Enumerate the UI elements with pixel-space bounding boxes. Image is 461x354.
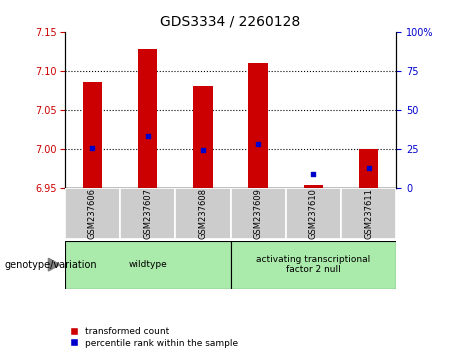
Bar	[304, 185, 323, 188]
Text: GSM237610: GSM237610	[309, 188, 318, 239]
Text: wildtype: wildtype	[128, 260, 167, 269]
Point	[199, 147, 207, 153]
Bar	[248, 63, 268, 188]
Text: GSM237609: GSM237609	[254, 188, 263, 239]
Bar	[230, 188, 286, 239]
Bar	[230, 241, 396, 289]
Bar	[65, 188, 120, 239]
Bar	[65, 241, 230, 289]
Point	[89, 145, 96, 151]
Point	[310, 171, 317, 176]
Point	[365, 165, 372, 171]
Bar	[175, 188, 230, 239]
Text: activating transcriptional
factor 2 null: activating transcriptional factor 2 null	[256, 255, 371, 274]
Point	[254, 141, 262, 147]
Text: GSM237606: GSM237606	[88, 188, 97, 239]
Text: GSM237608: GSM237608	[198, 188, 207, 239]
Point	[144, 133, 151, 139]
Text: GSM237607: GSM237607	[143, 188, 152, 239]
Bar	[341, 188, 396, 239]
Bar	[286, 188, 341, 239]
Bar	[193, 86, 213, 188]
Bar	[120, 188, 175, 239]
Polygon shape	[48, 258, 60, 271]
Legend: transformed count, percentile rank within the sample: transformed count, percentile rank withi…	[69, 325, 240, 349]
Text: genotype/variation: genotype/variation	[5, 259, 97, 270]
Bar	[83, 82, 102, 188]
Text: GSM237611: GSM237611	[364, 188, 373, 239]
Bar	[138, 49, 157, 188]
Bar	[359, 149, 378, 188]
Text: GDS3334 / 2260128: GDS3334 / 2260128	[160, 14, 301, 28]
